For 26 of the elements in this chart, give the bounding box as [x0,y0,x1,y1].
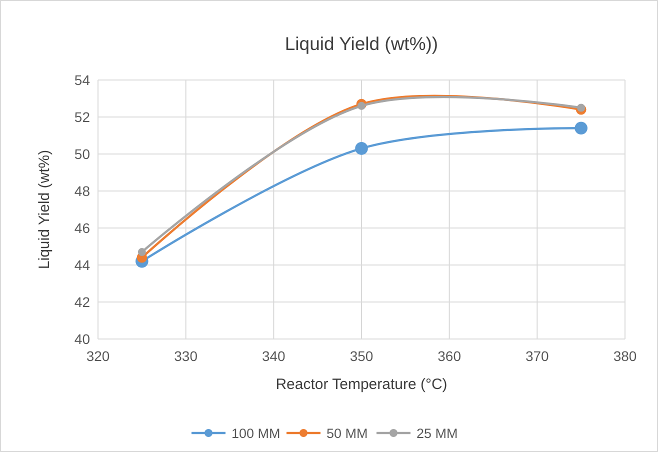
x-tick-label: 370 [525,348,550,364]
point [577,104,586,112]
x-axis-title: Reactor Temperature (°C) [276,376,448,393]
legend-label: 100 MM [232,426,280,441]
point [574,122,588,134]
x-tick-label: 350 [350,348,374,364]
point [358,102,366,110]
y-tick-label: 42 [74,294,90,310]
y-tick-label: 40 [74,331,90,347]
y-axis-title: Liquid Yield (wt%) [36,150,53,270]
x-tick-label: 320 [86,348,110,364]
y-tick-label: 44 [74,257,90,273]
y-tick-label: 46 [74,220,90,236]
y-tick-label: 54 [74,72,90,88]
point [138,248,146,256]
x-tick-label: 330 [174,348,198,364]
y-tick-label: 50 [74,146,90,162]
x-tick-label: 360 [438,348,462,364]
x-tick-label: 340 [262,348,286,364]
legend-label: 50 MM [326,426,368,441]
y-tick-label: 48 [74,183,90,199]
y-tick-label: 52 [74,109,90,125]
x-tick-label: 380 [613,348,637,364]
point [355,142,368,155]
legend-label: 25 MM [416,426,458,441]
chart-title: Liquid Yield (wt%)) [284,33,438,54]
